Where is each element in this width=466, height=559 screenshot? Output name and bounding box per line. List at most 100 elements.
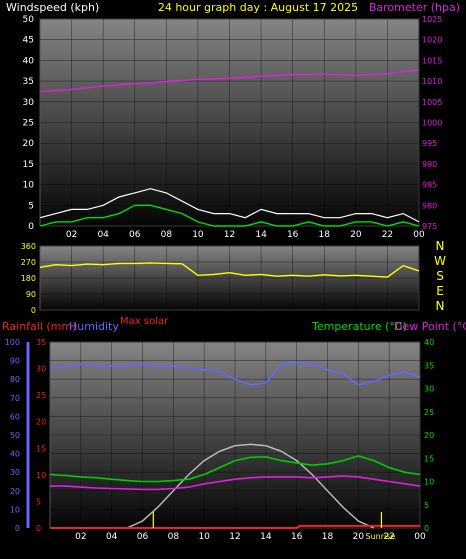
rainfall-y-tick-label: 10 bbox=[36, 471, 46, 480]
barometer-y-tick-label: 1010 bbox=[422, 77, 442, 86]
wind-y-tick-label: 30 bbox=[23, 98, 35, 108]
humidity-y-tick-label: 100 bbox=[5, 338, 20, 347]
humidity-y-tick-label: 0 bbox=[15, 524, 20, 533]
max-solar-label: Max solar bbox=[120, 316, 169, 327]
temperature-y-tick-label: 30 bbox=[424, 385, 434, 394]
compass-label-4: N bbox=[436, 299, 445, 313]
rainfall-y-tick-label: 15 bbox=[36, 444, 46, 453]
barometer-y-tick-label: 975 bbox=[422, 222, 437, 231]
temperature-humidity-chart: 0 10 20 30 40 50 60 70 80 90 10 00 5 10 15 20 25 30 35 0 5 10… bbox=[5, 338, 434, 542]
temp-x-tick-label: 22 bbox=[383, 532, 394, 542]
wind-direction-line bbox=[39, 262, 420, 278]
wind-x-tick-label: 22 bbox=[382, 230, 393, 240]
rainfall-y-tick-label: 30 bbox=[36, 365, 46, 374]
gust-line bbox=[39, 188, 420, 223]
barometer-y-tick-label: 1005 bbox=[422, 98, 442, 107]
compass-label-3: E bbox=[436, 284, 444, 298]
sunrise-label: Sunrise bbox=[366, 532, 396, 541]
rainfall-y-tick-label: 20 bbox=[36, 418, 46, 427]
temperature-y-tick-label: 40 bbox=[424, 338, 434, 347]
compass-label-1: W bbox=[434, 254, 446, 268]
humidity-y-tick-label: 50 bbox=[10, 431, 20, 440]
humidity-line bbox=[49, 361, 421, 386]
rainfall-y-tick-label: 35 bbox=[36, 338, 46, 347]
wind-y-tick-label: 50 bbox=[23, 15, 35, 25]
temperature-y-tick-label: 20 bbox=[424, 431, 434, 440]
humidity-y-tick-label: 20 bbox=[10, 487, 20, 496]
direction-y-tick-label: 90 bbox=[26, 290, 36, 299]
barometer-y-tick-label: 990 bbox=[422, 160, 437, 169]
barometer-y-tick-label: 1020 bbox=[422, 36, 442, 45]
direction-y-tick-label: 270 bbox=[21, 258, 36, 267]
wind-y-tick-label: 25 bbox=[23, 119, 34, 129]
humidity-y-tick-label: 60 bbox=[10, 412, 20, 421]
graph-title: 24 hour graph day : August 17 2025 bbox=[158, 1, 358, 14]
temp-x-tick-label: 08 bbox=[168, 532, 180, 542]
temp-x-tick-label: 00 bbox=[414, 532, 426, 542]
wind-x-tick-label: 02 bbox=[66, 230, 77, 240]
rainfall-y-tick-label: 5 bbox=[36, 497, 41, 506]
temperature-axis-label: Temperature (°C) bbox=[311, 320, 407, 333]
rainfall-y-tick-label: 0 bbox=[36, 524, 41, 533]
humidity-axis-label: Humidity bbox=[69, 320, 119, 333]
wind-x-tick-label: 04 bbox=[97, 230, 109, 240]
wind-y-tick-label: 5 bbox=[28, 201, 34, 211]
compass-label-2: S bbox=[436, 269, 444, 283]
wind-y-tick-label: 45 bbox=[23, 36, 34, 46]
temp-x-tick-label: 20 bbox=[353, 532, 365, 542]
wind-y-tick-label: 10 bbox=[23, 181, 35, 191]
rainfall-axis-label: Rainfall (mm) bbox=[2, 320, 76, 333]
wind-x-tick-label: 10 bbox=[192, 230, 204, 240]
barometer-y-tick-label: 1000 bbox=[422, 119, 442, 128]
wind-y-tick-label: 20 bbox=[23, 139, 35, 149]
wind-x-tick-label: 16 bbox=[287, 230, 299, 240]
temperature-y-tick-label: 25 bbox=[424, 408, 434, 417]
wind-y-tick-label: 35 bbox=[23, 77, 34, 87]
barometer-line bbox=[39, 69, 420, 93]
windspeed-axis-label: Windspeed (kph) bbox=[6, 1, 99, 14]
wind-barometer-chart: 0510152025303540455097598098599099510001… bbox=[23, 15, 443, 240]
wind-x-tick-label: 18 bbox=[319, 230, 331, 240]
wind-y-tick-label: 40 bbox=[23, 56, 35, 66]
wind-x-tick-label: 08 bbox=[161, 230, 173, 240]
temp-x-tick-label: 16 bbox=[291, 532, 303, 542]
humidity-y-tick-label: 30 bbox=[10, 468, 20, 477]
temperature-y-tick-label: 15 bbox=[424, 454, 434, 463]
windspeed-line bbox=[39, 204, 420, 227]
humidity-y-tick-label: 90 bbox=[10, 357, 20, 366]
barometer-axis-label: Barometer (hpa) bbox=[369, 1, 460, 14]
temp-x-tick-label: 06 bbox=[137, 532, 149, 542]
temp-x-tick-label: 04 bbox=[106, 532, 118, 542]
temperature-line bbox=[49, 455, 421, 483]
temperature-y-tick-label: 5 bbox=[424, 501, 429, 510]
wind-x-tick-label: 20 bbox=[350, 230, 362, 240]
wind-y-tick-label: 0 bbox=[28, 222, 34, 232]
temp-x-tick-label: 18 bbox=[322, 532, 334, 542]
direction-y-tick-label: 180 bbox=[21, 274, 36, 283]
temperature-y-tick-label: 35 bbox=[424, 361, 434, 370]
humidity-y-tick-label: 70 bbox=[10, 394, 20, 403]
max-solar-curve bbox=[126, 443, 375, 529]
direction-y-tick-label: 360 bbox=[21, 242, 36, 251]
barometer-y-tick-label: 1015 bbox=[422, 56, 442, 65]
dewpoint-axis-label: Dew Point (°C) bbox=[394, 320, 466, 333]
wind-x-tick-label: 00 bbox=[413, 230, 425, 240]
barometer-y-tick-label: 980 bbox=[422, 201, 437, 210]
humidity-y-tick-label: 80 bbox=[10, 375, 20, 384]
humidity-y-tick-label: 40 bbox=[10, 450, 20, 459]
compass-label-0: N bbox=[436, 239, 445, 253]
wind-y-tick-label: 15 bbox=[23, 160, 34, 170]
dewpoint-line bbox=[50, 475, 421, 491]
humidity-y-tick-label: 10 bbox=[10, 505, 20, 514]
temp-x-tick-label: 02 bbox=[75, 532, 86, 542]
barometer-y-tick-label: 995 bbox=[422, 139, 437, 148]
temperature-y-tick-label: 10 bbox=[424, 478, 434, 487]
temp-x-tick-label: 12 bbox=[229, 532, 240, 542]
rainfall-line bbox=[50, 524, 420, 529]
barometer-y-tick-label: 985 bbox=[422, 181, 437, 190]
wind-x-tick-label: 06 bbox=[129, 230, 141, 240]
wind-x-tick-label: 12 bbox=[224, 230, 235, 240]
